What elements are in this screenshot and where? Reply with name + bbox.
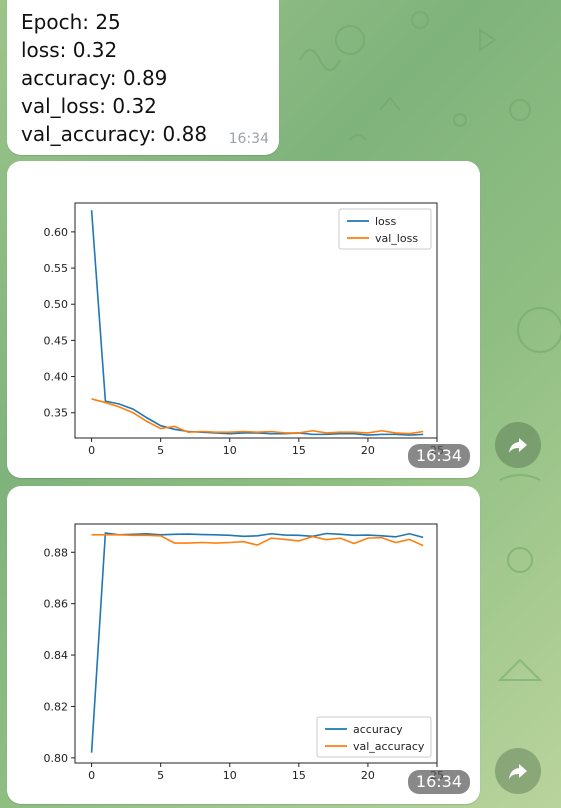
- legend-label: val_loss: [375, 232, 418, 245]
- x-tick-label: 20: [361, 769, 375, 782]
- y-tick-label: 0.50: [44, 298, 69, 311]
- x-tick-label: 5: [157, 769, 164, 782]
- legend-label: loss: [375, 215, 397, 228]
- image-time-badge: 16:34: [407, 770, 470, 794]
- y-tick-label: 0.55: [44, 262, 69, 275]
- x-tick-label: 0: [88, 769, 95, 782]
- x-tick-label: 15: [292, 444, 306, 457]
- y-tick-label: 0.45: [44, 334, 69, 347]
- x-tick-label: 20: [361, 444, 375, 457]
- plot-frame: [74, 523, 438, 764]
- legend-box: [338, 208, 432, 250]
- accuracy-chart: 0.800.820.840.860.880510152025accuracyva…: [44, 523, 444, 782]
- y-tick-label: 0.84: [44, 649, 69, 662]
- plot-frame: [74, 202, 438, 439]
- training-stats-message[interactable]: Epoch: 25 loss: 0.32 accuracy: 0.89 val_…: [7, 0, 279, 155]
- y-tick-label: 0.35: [44, 407, 69, 420]
- loss-line: loss: 0.32: [21, 38, 118, 62]
- legend-label: accuracy: [353, 723, 403, 736]
- forward-button[interactable]: [495, 422, 541, 468]
- image-time-badge: 16:34: [407, 444, 470, 468]
- x-tick-label: 5: [157, 444, 164, 457]
- epoch-line: Epoch: 25: [21, 10, 121, 34]
- forward-button[interactable]: [495, 748, 541, 794]
- x-tick-label: 0: [88, 444, 95, 457]
- forward-arrow-icon: [509, 438, 527, 453]
- y-tick-label: 0.86: [44, 598, 69, 611]
- accuracy-chart-message[interactable]: 0.800.820.840.860.880510152025accuracyva…: [7, 486, 480, 804]
- val-accuracy-line: val_accuracy: 0.88: [21, 122, 208, 146]
- val-loss-line: val_loss: 0.32: [21, 94, 157, 118]
- y-tick-label: 0.82: [44, 700, 69, 713]
- x-tick-label: 10: [223, 444, 237, 457]
- y-tick-label: 0.88: [44, 546, 69, 559]
- series-line-val_accuracy: [91, 533, 424, 547]
- message-time: 16:34: [228, 131, 269, 147]
- x-tick-label: 10: [223, 769, 237, 782]
- series-line-accuracy: [90, 532, 424, 753]
- legend-label: val_accuracy: [353, 740, 425, 753]
- legend-box: [316, 716, 432, 758]
- series-line-val_loss: [91, 398, 424, 435]
- forward-arrow-icon: [509, 764, 527, 779]
- x-tick-label: 15: [292, 769, 306, 782]
- y-tick-label: 0.80: [44, 752, 69, 765]
- accuracy-line: accuracy: 0.89: [21, 66, 168, 90]
- loss-chart: 0.350.400.450.500.550.600510152025lossva…: [44, 202, 444, 457]
- y-tick-label: 0.60: [44, 226, 69, 239]
- loss-chart-message[interactable]: 0.350.400.450.500.550.600510152025lossva…: [7, 161, 480, 478]
- y-tick-label: 0.40: [44, 371, 69, 384]
